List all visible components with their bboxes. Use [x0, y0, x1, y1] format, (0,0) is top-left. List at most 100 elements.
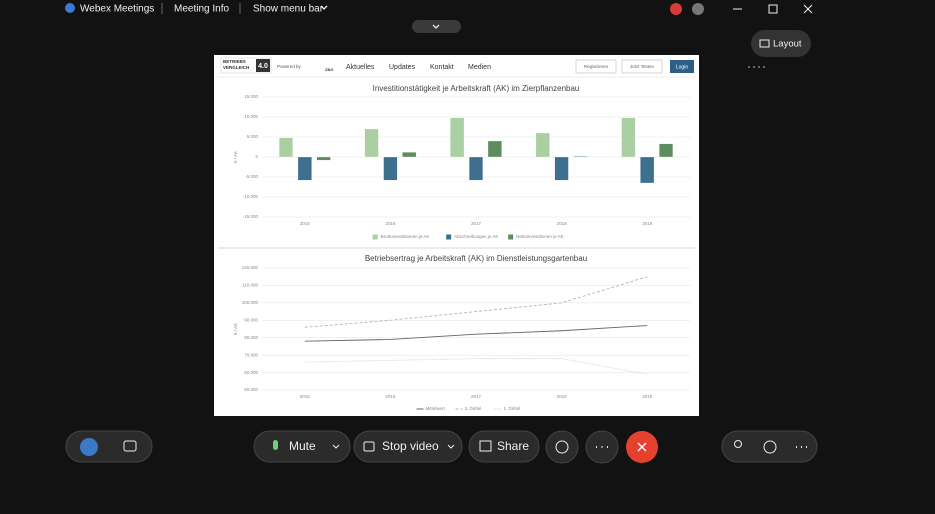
share-label: Share — [497, 439, 529, 453]
y-tick-label: 10.000 — [244, 114, 258, 119]
line — [304, 276, 648, 328]
y-tick-label: 120.000 — [242, 265, 259, 270]
legend-swatch — [372, 234, 378, 240]
video-button[interactable] — [353, 430, 463, 463]
y-tick-label: 5.000 — [247, 134, 259, 139]
share-button[interactable] — [468, 430, 540, 463]
chevron — [447, 444, 455, 449]
chevron — [320, 5, 328, 10]
y-axis-label: € / AK — [233, 323, 238, 335]
menu-item[interactable]: Show menu bar — [253, 4, 324, 15]
left-controls — [65, 430, 153, 463]
legend-swatch — [446, 234, 452, 240]
button-label: Registrieren — [584, 64, 609, 69]
x-tick-label: 2019 — [642, 221, 653, 226]
charts: Investitionstätigkeit je Arbeitskraft (A… — [233, 84, 690, 411]
logo-version: 4.0 — [258, 63, 268, 70]
legend-label: Abschreibungen je AK — [454, 234, 498, 239]
x-tick-label: 2018 — [557, 221, 568, 226]
legend-label: Mittelwert — [426, 406, 446, 411]
x-tick-label: 2017 — [471, 221, 482, 226]
captions-button[interactable] — [123, 440, 137, 452]
nav-link[interactable]: Kontakt — [430, 64, 454, 71]
nav-link[interactable]: Medien — [468, 64, 491, 71]
x-tick-label: 2015 — [300, 394, 311, 399]
legend-swatch — [508, 234, 514, 240]
y-tick-label: 90.000 — [244, 317, 258, 322]
line — [304, 325, 648, 342]
bar — [364, 128, 379, 158]
emoji-icon — [555, 440, 569, 454]
login-button[interactable] — [670, 60, 694, 73]
bar — [573, 156, 588, 158]
legend-label: Nettoinvestitionen je AK — [516, 234, 564, 239]
layout-label: Layout — [773, 39, 802, 50]
y-tick-label: 15.000 — [244, 94, 258, 99]
trial-button[interactable] — [621, 59, 663, 74]
x-tick-label: 2017 — [471, 394, 482, 399]
chat-button[interactable] — [763, 440, 777, 454]
y-tick-label: 80.000 — [244, 335, 258, 340]
logo-badge — [256, 59, 270, 72]
record-icon[interactable] — [670, 3, 682, 15]
mute-button[interactable] — [253, 430, 351, 463]
layout-icon — [759, 39, 770, 48]
bar — [469, 156, 483, 181]
reactions-button[interactable] — [545, 430, 579, 464]
x-tick-label: 2015 — [300, 221, 311, 226]
chart-title: Betriebsertrag je Arbeitskraft (AK) im D… — [365, 254, 587, 263]
collapse-button[interactable] — [412, 20, 461, 33]
y-tick-label: 70.000 — [244, 352, 258, 357]
assistant-button[interactable] — [80, 438, 98, 456]
bar — [402, 152, 417, 158]
legend-label: Bruttoinvestitionen je AK — [381, 234, 430, 239]
close[interactable] — [803, 4, 813, 14]
logo-text: VERGLEICH — [223, 65, 249, 70]
register-button[interactable] — [575, 59, 617, 74]
mute-label: Mute — [289, 439, 316, 453]
x-tick-label: 2019 — [642, 394, 653, 399]
bar — [554, 156, 569, 181]
bar — [659, 143, 674, 158]
bar — [297, 156, 312, 181]
shared-screen — [214, 55, 699, 416]
y-tick-label: 100.000 — [242, 300, 259, 305]
bar — [621, 117, 636, 158]
logo-text: BETRIEBS — [223, 59, 246, 64]
maximize[interactable] — [768, 4, 778, 14]
y-tick-label: 60.000 — [244, 370, 258, 375]
y-tick-label: 110.000 — [242, 283, 258, 288]
bar — [278, 137, 293, 158]
mic-icon — [273, 440, 278, 450]
y-tick-label: 50.000 — [244, 387, 258, 392]
partner-logo: ZBG — [325, 67, 333, 72]
button-label: Login — [676, 64, 688, 70]
bar — [487, 140, 502, 158]
participants-button[interactable] — [734, 440, 742, 448]
right-controls — [721, 430, 818, 463]
chart-title: Investitionstätigkeit je Arbeitskraft (A… — [373, 84, 580, 93]
webex-icon — [65, 3, 75, 13]
bar — [640, 156, 655, 184]
layout-button[interactable] — [751, 30, 811, 57]
legend-label: 3. Drittel — [465, 406, 482, 411]
x-tick-label: 2016 — [385, 221, 396, 226]
chevron — [432, 24, 440, 29]
button-label: Jetzt Testen — [630, 64, 654, 69]
menu-item[interactable]: Meeting Info — [174, 4, 229, 15]
powered-by: Powered by — [277, 64, 302, 69]
app-name: Webex Meetings — [80, 4, 154, 15]
y-axis-label: € / AK — [233, 151, 238, 163]
nav-link[interactable]: Aktuelles — [346, 64, 375, 71]
annotate-icon[interactable] — [692, 3, 704, 15]
bar — [383, 156, 398, 181]
y-tick-label: -15.000 — [243, 214, 259, 219]
share-icon — [479, 440, 492, 452]
x-tick-label: 2016 — [385, 394, 396, 399]
x-icon — [637, 442, 647, 452]
y-tick-label: 0 — [255, 154, 258, 159]
nav-link[interactable]: Updates — [389, 64, 416, 71]
video-label: Stop video — [382, 439, 439, 453]
